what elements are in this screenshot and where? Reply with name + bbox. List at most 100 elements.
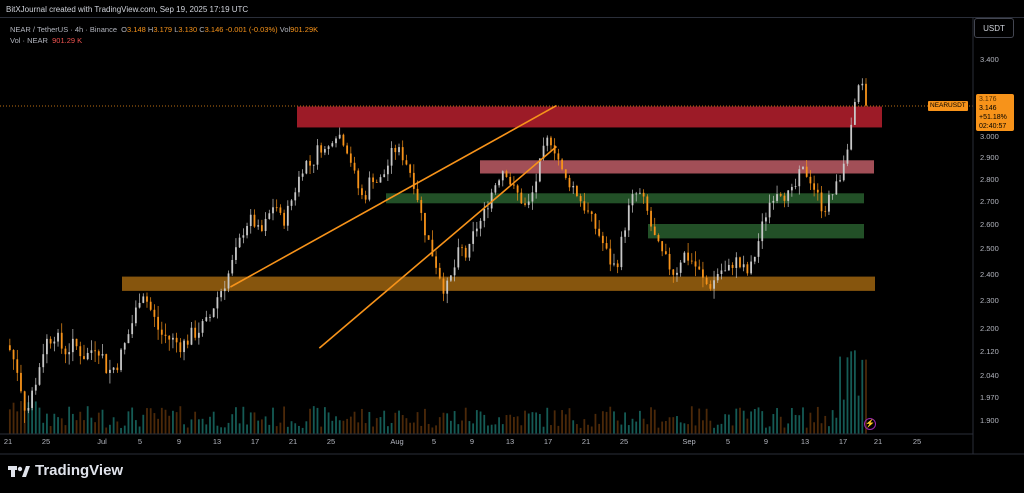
y-tick-label: 2.200 bbox=[980, 324, 999, 333]
volume-bar bbox=[183, 424, 185, 434]
candle-body bbox=[160, 329, 163, 335]
candle-body bbox=[309, 160, 311, 166]
volume-bar bbox=[231, 414, 234, 434]
candle-body bbox=[572, 185, 575, 188]
volume-bar bbox=[857, 395, 860, 434]
candle-body bbox=[590, 211, 593, 215]
volume-bar bbox=[731, 425, 734, 434]
volume-bar bbox=[249, 412, 252, 434]
channel-layer bbox=[229, 104, 558, 349]
candle-body bbox=[616, 263, 619, 268]
volume-bar bbox=[272, 407, 274, 434]
candle-body bbox=[127, 334, 130, 344]
candle-body bbox=[765, 217, 767, 222]
volume-bar bbox=[105, 427, 108, 434]
y-tick-label: 1.970 bbox=[980, 393, 999, 402]
volume-bar bbox=[694, 425, 697, 434]
candle-body bbox=[64, 348, 67, 355]
candle-body bbox=[550, 137, 552, 146]
legend-close: 3.146 bbox=[204, 25, 224, 34]
volume-bar bbox=[164, 409, 167, 434]
volume-bar bbox=[846, 357, 849, 434]
candle-body bbox=[594, 214, 597, 229]
volume-bar bbox=[71, 413, 74, 434]
candle-body bbox=[861, 83, 864, 86]
x-tick-label: Jul bbox=[97, 437, 107, 446]
candle-body bbox=[535, 181, 538, 193]
volume-bar bbox=[620, 424, 623, 434]
candle-body bbox=[83, 356, 85, 360]
x-tick-label: 25 bbox=[620, 437, 628, 446]
volume-bar bbox=[38, 407, 41, 434]
volume-bar bbox=[505, 415, 508, 434]
candle-body bbox=[527, 201, 530, 205]
volume-bar bbox=[197, 419, 200, 434]
volume-bar bbox=[364, 423, 367, 434]
volume-bar bbox=[420, 425, 423, 434]
candle-body bbox=[713, 280, 715, 289]
volume-bar bbox=[157, 418, 160, 434]
lightning-icon[interactable]: ⚡ bbox=[864, 418, 876, 430]
candle-body bbox=[702, 269, 704, 278]
volume-bar bbox=[601, 411, 604, 434]
volume-bar bbox=[375, 418, 378, 434]
volume-bar bbox=[850, 351, 853, 434]
candle-body bbox=[846, 149, 849, 164]
candle-body bbox=[613, 263, 615, 265]
zones-layer bbox=[122, 106, 882, 291]
candle-body bbox=[386, 165, 389, 175]
volume-bar bbox=[750, 411, 753, 434]
volume-bar bbox=[668, 417, 671, 434]
volume-bar bbox=[212, 411, 215, 434]
candle-body bbox=[275, 207, 278, 209]
volume-bar bbox=[97, 412, 100, 434]
candle-body bbox=[223, 288, 226, 292]
candle-body bbox=[453, 267, 456, 276]
legend-volume-label[interactable]: Vol · NEAR bbox=[10, 36, 48, 45]
price-tag-top: 3.176 bbox=[979, 96, 997, 103]
candle-body bbox=[650, 210, 652, 227]
candle-body bbox=[94, 350, 96, 352]
volume-bar bbox=[242, 406, 245, 434]
volume-bar bbox=[301, 427, 304, 434]
candle-body bbox=[242, 235, 245, 238]
volume-bar bbox=[609, 406, 612, 434]
x-tick-label: 21 bbox=[582, 437, 590, 446]
legend-symbol[interactable]: NEAR / TetherUS · 4h · Binance bbox=[10, 25, 117, 34]
candle-body bbox=[757, 241, 760, 257]
candle-body bbox=[828, 194, 830, 212]
volume-bar bbox=[223, 427, 226, 434]
volume-bar bbox=[776, 408, 778, 434]
volume-bar bbox=[679, 422, 682, 434]
volume-bar bbox=[820, 423, 823, 434]
candle-body bbox=[246, 226, 248, 236]
volume-bar bbox=[338, 420, 341, 434]
y-tick-label: 2.120 bbox=[980, 347, 999, 356]
volume-bar bbox=[594, 413, 597, 434]
brand-name: TradingView bbox=[35, 462, 124, 479]
volume-bar bbox=[490, 424, 493, 434]
volume-bar bbox=[416, 412, 419, 434]
volume-bar bbox=[527, 413, 530, 434]
candle-body bbox=[742, 264, 745, 268]
candle-body bbox=[86, 352, 89, 360]
candle-body bbox=[583, 201, 586, 211]
candle-body bbox=[461, 247, 463, 249]
candle-body bbox=[779, 194, 782, 196]
volume-bar bbox=[20, 401, 22, 434]
currency-button[interactable]: USDT bbox=[974, 18, 1014, 38]
y-tick-label: 2.500 bbox=[980, 244, 999, 253]
candle-body bbox=[813, 183, 816, 190]
volume-bar bbox=[590, 426, 593, 434]
volume-bar bbox=[524, 410, 526, 434]
candle-body bbox=[164, 334, 167, 336]
chart-area[interactable] bbox=[0, 17, 1024, 454]
candle-body bbox=[175, 337, 178, 343]
candle-body bbox=[305, 160, 308, 174]
candle-body bbox=[68, 352, 71, 355]
volume-bar bbox=[168, 415, 171, 434]
candle-body bbox=[168, 335, 171, 340]
candle-body bbox=[598, 228, 601, 236]
candle-body bbox=[524, 203, 526, 205]
